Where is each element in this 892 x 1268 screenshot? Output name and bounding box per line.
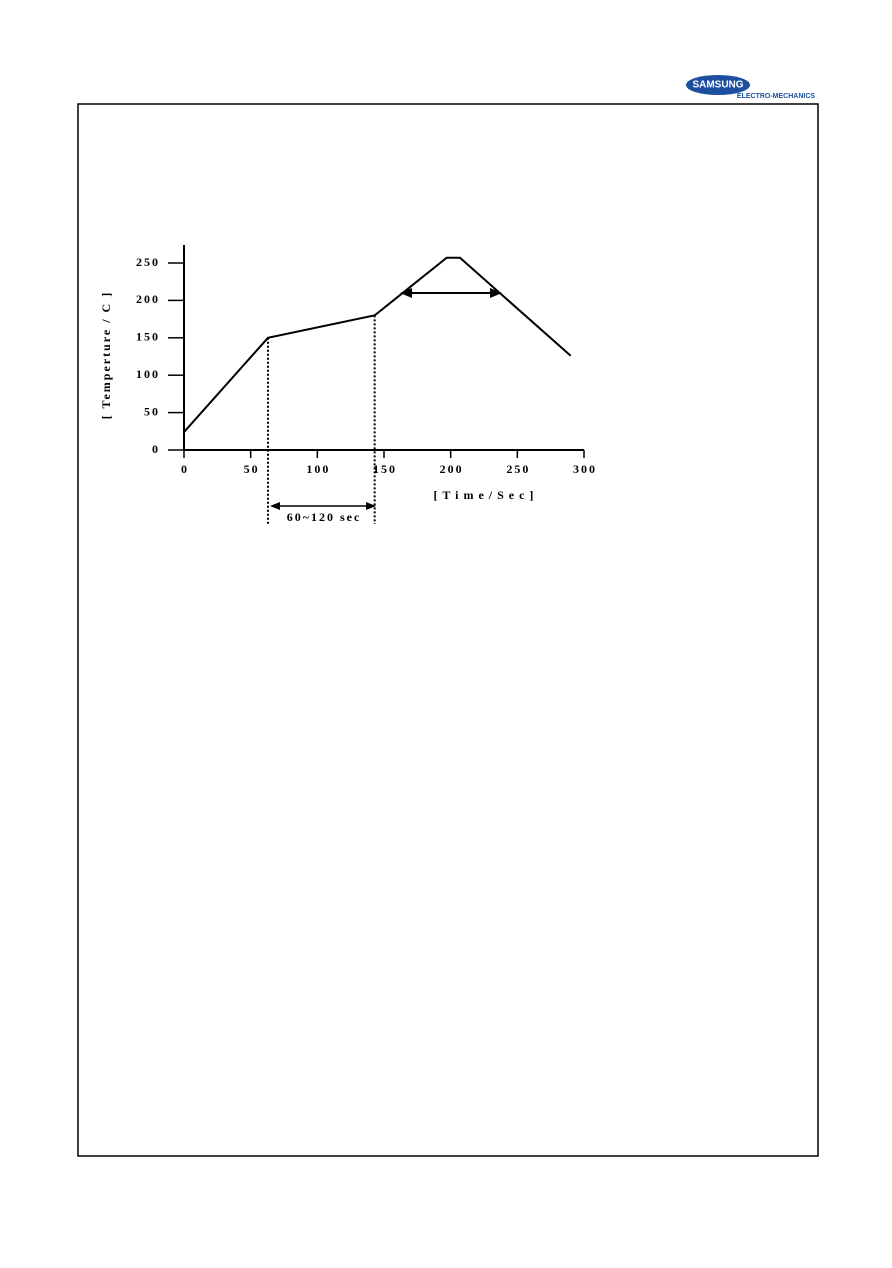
y-tick-label: 200 bbox=[136, 292, 160, 306]
x-axis-label: [ T i m e / S e c ] bbox=[434, 488, 535, 502]
y-tick-label: 50 bbox=[144, 404, 160, 418]
y-tick-label: 100 bbox=[136, 367, 160, 381]
annotation: 60~120 sec bbox=[287, 510, 362, 524]
logo-ellipse bbox=[686, 75, 750, 95]
y-tick-label: 150 bbox=[136, 330, 160, 344]
x-tick-label: 200 bbox=[440, 462, 464, 476]
page-frame bbox=[77, 103, 819, 1157]
logo-brand: SAMSUNG bbox=[692, 80, 743, 91]
profile-line bbox=[183, 256, 572, 433]
logo: SAMSUNG ELECTRO-MECHANICS bbox=[686, 75, 815, 100]
logo-division: ELECTRO-MECHANICS bbox=[737, 93, 815, 100]
y-tick-label: 0 bbox=[152, 442, 160, 456]
x-tick-label: 250 bbox=[506, 462, 530, 476]
x-tick-label: 150 bbox=[373, 462, 397, 476]
arrow-head bbox=[366, 502, 376, 510]
x-tick-label: 300 bbox=[573, 462, 597, 476]
arrow-head bbox=[400, 288, 412, 298]
x-tick-label: 50 bbox=[244, 462, 260, 476]
y-tick-label: 250 bbox=[136, 255, 160, 269]
x-tick-label: 0 bbox=[181, 462, 189, 476]
peak-arrow bbox=[400, 288, 502, 298]
y-axis-label: [ Temperture / C ] bbox=[99, 291, 113, 419]
x-tick-label: 100 bbox=[306, 462, 330, 476]
soak-arrow bbox=[270, 502, 376, 510]
arrow-head bbox=[270, 502, 280, 510]
arrow-head bbox=[490, 288, 502, 298]
